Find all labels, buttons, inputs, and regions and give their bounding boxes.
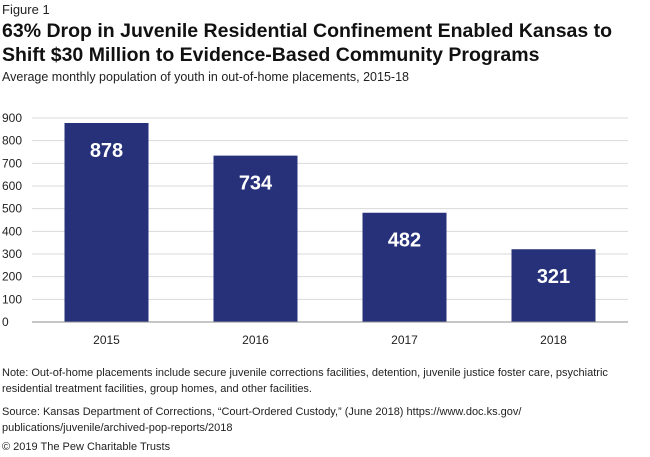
chart-title-line-2: Shift $30 Million to Evidence-Based Comm… xyxy=(2,44,540,66)
x-tick-label: 2017 xyxy=(391,333,418,347)
y-tick-label: 500 xyxy=(2,202,22,216)
y-tick-label: 100 xyxy=(2,292,22,306)
chart-source-line-1: Source: Kansas Department of Corrections… xyxy=(2,406,522,418)
x-tick-label: 2015 xyxy=(93,333,120,347)
bar-value-label: 734 xyxy=(239,173,273,195)
y-tick-label: 0 xyxy=(2,315,9,329)
bar-2017 xyxy=(362,212,447,322)
copyright: © 2019 The Pew Charitable Trusts xyxy=(2,441,171,453)
bar-2016 xyxy=(213,155,298,322)
bar-value-labels: 878 734 482 321 xyxy=(90,140,570,288)
x-tick-label: 2018 xyxy=(540,333,567,347)
bars xyxy=(64,122,596,322)
bar-value-label: 878 xyxy=(90,140,123,162)
x-tick-label: 2016 xyxy=(242,333,269,347)
chart-note: Note: Out-of-home placements include sec… xyxy=(2,367,608,395)
bar-value-label: 321 xyxy=(537,266,570,288)
chart-title-line-1: 63% Drop in Juvenile Residential Confine… xyxy=(2,20,613,42)
y-tick-label: 200 xyxy=(2,270,22,284)
chart-title: 63% Drop in Juvenile Residential Confine… xyxy=(2,19,648,67)
y-tick-label: 800 xyxy=(2,134,22,148)
bar-value-label: 482 xyxy=(388,230,421,252)
chart-source-line-2: publications/juvenile/archived-pop-repor… xyxy=(2,422,233,434)
y-tick-label: 600 xyxy=(2,179,22,193)
y-tick-label: 900 xyxy=(2,111,22,125)
chart-subtitle: Average monthly population of youth in o… xyxy=(2,70,409,84)
bar-2018 xyxy=(511,249,596,322)
y-axis-ticks: 0 100 200 300 400 500 600 700 800 900 xyxy=(2,111,22,329)
y-tick-label: 300 xyxy=(2,247,22,261)
y-tick-label: 400 xyxy=(2,224,22,238)
bar-2015 xyxy=(64,122,149,322)
chart-source: Source: Kansas Department of Corrections… xyxy=(2,404,648,436)
x-axis-ticks: 2015 2016 2017 2018 xyxy=(93,333,567,347)
figure-label: Figure 1 xyxy=(2,2,50,17)
y-tick-label: 700 xyxy=(2,156,22,170)
